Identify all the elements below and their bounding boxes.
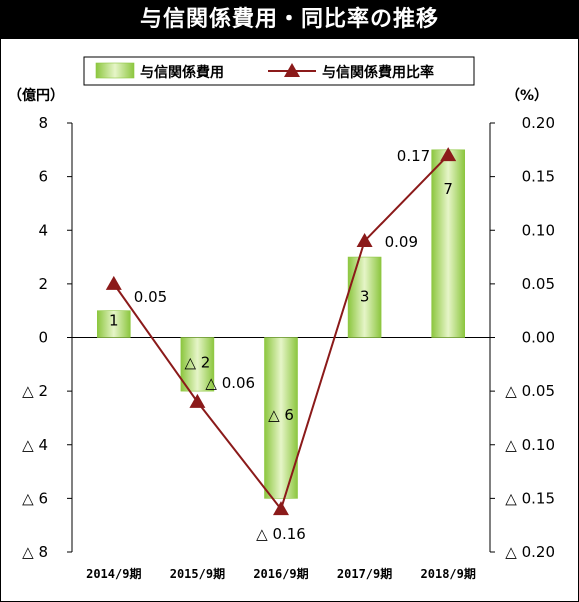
chart-title: 与信関係費用・同比率の推移 bbox=[1, 1, 578, 39]
right-tick-label: 0.20 bbox=[522, 114, 555, 132]
legend-line-label: 与信関係費用比率 bbox=[322, 64, 434, 81]
legend-bar-swatch bbox=[95, 62, 135, 79]
bar bbox=[97, 310, 131, 338]
line-value-label: △ 0.16 bbox=[256, 525, 306, 543]
ratio-marker bbox=[356, 232, 373, 247]
left-tick-label: 0 bbox=[38, 329, 48, 347]
bar-value-label: 7 bbox=[443, 180, 453, 198]
x-tick-label: 2015/9期 bbox=[170, 566, 225, 581]
right-tick-label: △ 0.15 bbox=[505, 489, 555, 507]
legend-bar-label: 与信関係費用 bbox=[140, 64, 224, 81]
left-tick-label: △ 4 bbox=[22, 436, 48, 454]
bar-value-label: 1 bbox=[109, 312, 119, 330]
left-tick-label: 8 bbox=[38, 114, 48, 132]
legend-line-marker bbox=[284, 63, 300, 77]
left-tick-label: △ 8 bbox=[22, 543, 48, 561]
ratio-marker bbox=[273, 501, 289, 516]
bar bbox=[180, 337, 215, 392]
left-tick-label: 6 bbox=[38, 168, 48, 186]
x-tick-label: 2018/9期 bbox=[421, 566, 476, 581]
bar-value-label: 3 bbox=[360, 287, 370, 305]
right-tick-label: △ 0.10 bbox=[505, 436, 555, 454]
right-tick-label: △ 0.05 bbox=[505, 382, 555, 400]
bar-value-label: △ 6 bbox=[268, 406, 294, 424]
x-tick-label: 2017/9期 bbox=[337, 566, 392, 581]
right-tick-label: 0.10 bbox=[522, 221, 555, 239]
line-value-label: 0.17 bbox=[397, 147, 430, 165]
left-tick-label: 2 bbox=[38, 275, 48, 293]
line-value-label: 0.05 bbox=[134, 288, 167, 306]
right-axis-unit: （%） bbox=[506, 88, 548, 104]
x-tick-label: 2014/9期 bbox=[86, 566, 141, 581]
ratio-marker bbox=[440, 147, 457, 162]
left-tick-label: △ 6 bbox=[22, 489, 48, 507]
bar bbox=[347, 256, 382, 338]
ratio-marker bbox=[189, 393, 206, 408]
bar-value-label: △ 2 bbox=[184, 354, 210, 372]
right-tick-label: 0.00 bbox=[522, 329, 555, 347]
ratio-marker bbox=[105, 275, 122, 290]
left-tick-label: △ 2 bbox=[22, 382, 48, 400]
right-tick-label: △ 0.20 bbox=[505, 543, 555, 561]
bar bbox=[431, 149, 466, 338]
left-axis-unit: （億円） bbox=[8, 87, 64, 104]
line-value-label: △ 0.06 bbox=[205, 374, 255, 392]
left-tick-label: 4 bbox=[38, 221, 48, 239]
line-value-label: 0.09 bbox=[385, 233, 418, 251]
right-tick-label: 0.15 bbox=[522, 168, 555, 186]
x-tick-label: 2016/9期 bbox=[253, 566, 308, 581]
right-tick-label: 0.05 bbox=[522, 275, 555, 293]
